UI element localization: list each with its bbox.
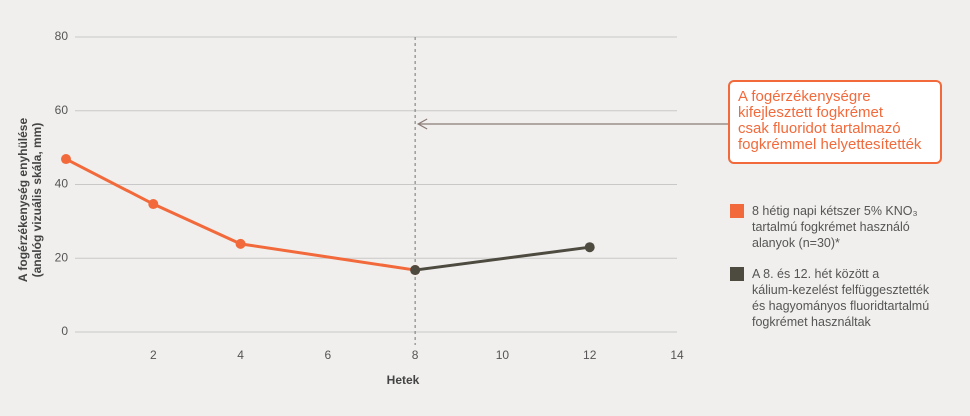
x-tick-label: 10 — [496, 348, 510, 362]
x-tick-label: 12 — [583, 348, 597, 362]
x-tick-label: 14 — [670, 348, 684, 362]
data-point — [61, 154, 71, 165]
legend-swatch — [730, 267, 744, 281]
x-axis-label: Hetek — [387, 373, 420, 387]
y-tick-label: 0 — [61, 324, 68, 338]
series-line — [65, 157, 416, 272]
y-tick-label: 20 — [55, 250, 69, 264]
data-point — [410, 265, 421, 276]
x-tick-label: 2 — [150, 348, 157, 362]
legend-label: A 8. és 12. hét között a kálium-kezelést… — [752, 267, 930, 329]
x-tick-label: 4 — [237, 348, 244, 362]
y-axis-label: A fogérzékenység enyhülése (analóg vizuá… — [16, 117, 44, 283]
legend-label: 8 hétig napi kétszer 5% KNO₃ tartalmú fo… — [752, 204, 918, 250]
series-line — [414, 245, 590, 272]
legend-swatch — [730, 204, 744, 218]
legend-entry: 8 hétig napi kétszer 5% KNO₃ tartalmú fo… — [730, 203, 918, 251]
x-tick-label: 8 — [412, 348, 419, 362]
annotation: A fogérzékenységre kifejlesztett fogkrém… — [728, 80, 942, 164]
legend-entry: A 8. és 12. hét között a kálium-kezelést… — [730, 266, 929, 330]
y-tick-label: 80 — [55, 29, 69, 43]
data-point — [148, 199, 159, 210]
data-point — [584, 242, 595, 253]
data-point — [235, 238, 246, 249]
y-tick-label: 40 — [55, 177, 69, 191]
arrow-head — [416, 118, 428, 130]
y-tick-label: 60 — [55, 103, 69, 117]
x-tick-label: 6 — [325, 348, 332, 362]
